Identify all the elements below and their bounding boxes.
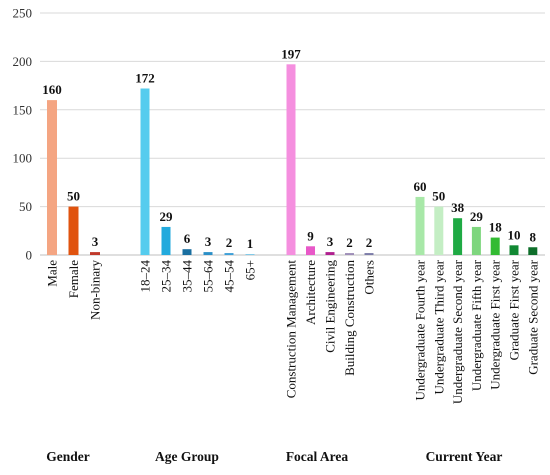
bar-2-0: [286, 64, 296, 255]
value-label: 6: [184, 231, 191, 246]
y-axis-ticks: 0 50 100 150 200 250: [13, 6, 33, 263]
bar-2-4: [364, 253, 374, 255]
value-label: 2: [346, 235, 353, 250]
bar-3-5: [509, 245, 519, 255]
value-label: 2: [226, 235, 233, 250]
value-label: 2: [366, 235, 373, 250]
value-label: 160: [42, 82, 62, 97]
value-label: 29: [470, 209, 484, 224]
category-label: Graduate First year: [507, 259, 522, 360]
bar-1-4: [224, 253, 234, 255]
value-label: 18: [489, 220, 503, 235]
value-label: 197: [281, 46, 301, 61]
bar-2-2: [325, 252, 335, 255]
bar-3-2: [453, 218, 463, 255]
category-label: 55–64: [201, 260, 216, 293]
category-label: 18–24: [138, 260, 153, 293]
bar-3-6: [528, 247, 538, 255]
category-label: 25–34: [159, 260, 174, 293]
value-label: 29: [160, 209, 174, 224]
category-label: Undergraduate Fifth year: [469, 259, 484, 391]
category-label: Undergraduate First year: [488, 259, 503, 389]
bar-3-3: [471, 226, 481, 255]
category-labels: Male Female Non-binary 18–24 25–34 35–44 55–64…: [45, 259, 541, 404]
bar-1-5: [245, 254, 255, 255]
group-label: Gender: [46, 449, 90, 464]
value-label: 50: [67, 189, 80, 204]
group-label: Focal Area: [286, 449, 349, 464]
category-label: Civil Engineering: [323, 260, 338, 353]
y-tick-label: 50: [19, 199, 32, 214]
bar-1-3: [203, 252, 213, 255]
category-label: Male: [45, 260, 60, 287]
bars: [47, 64, 538, 256]
category-label: 45–54: [222, 260, 237, 293]
value-label: 3: [205, 234, 212, 249]
bar-3-1: [434, 206, 444, 255]
category-label: Non-binary: [88, 260, 103, 320]
bar-3-0: [415, 196, 425, 255]
bar-2-1: [306, 246, 315, 255]
category-label: Undergraduate Second year: [450, 259, 465, 404]
category-label: Undergraduate Fourth year: [413, 259, 428, 400]
group-label: Age Group: [155, 449, 219, 464]
y-tick-label: 250: [13, 6, 33, 21]
value-label: 3: [92, 234, 99, 249]
category-label: Building Construction: [342, 260, 357, 376]
bar-1-0: [140, 88, 150, 255]
value-label: 172: [135, 71, 155, 86]
category-label: 35–44: [180, 260, 195, 293]
category-label: Undergraduate Third year: [431, 259, 446, 394]
y-tick-label: 100: [13, 151, 33, 166]
category-label: Construction Management: [284, 260, 299, 399]
bar-0-0: [47, 100, 57, 256]
value-label: 60: [414, 179, 427, 194]
category-label: Others: [362, 260, 377, 295]
category-label: Architecture: [303, 260, 318, 325]
bar-0-1: [68, 206, 79, 255]
group-labels: Gender Age Group Focal Area Current Year: [46, 449, 502, 464]
value-label: 38: [451, 200, 465, 215]
bar-0-2: [90, 252, 100, 255]
value-label: 50: [432, 189, 445, 204]
value-label: 8: [530, 229, 537, 244]
group-label: Current Year: [426, 449, 503, 464]
y-tick-label: 150: [13, 102, 33, 117]
category-label: Graduate Second year: [525, 259, 540, 374]
value-label: 1: [247, 236, 254, 251]
category-label: 65+: [243, 260, 258, 280]
bar-1-2: [182, 249, 192, 255]
bar-2-3: [345, 253, 354, 255]
y-tick-label: 0: [26, 248, 33, 263]
bar-1-1: [161, 226, 171, 255]
bar-3-4: [490, 237, 500, 255]
value-label: 9: [307, 228, 314, 243]
value-label: 10: [508, 227, 521, 242]
value-label: 3: [327, 234, 334, 249]
category-label: Female: [66, 260, 81, 298]
y-tick-label: 200: [13, 54, 33, 69]
